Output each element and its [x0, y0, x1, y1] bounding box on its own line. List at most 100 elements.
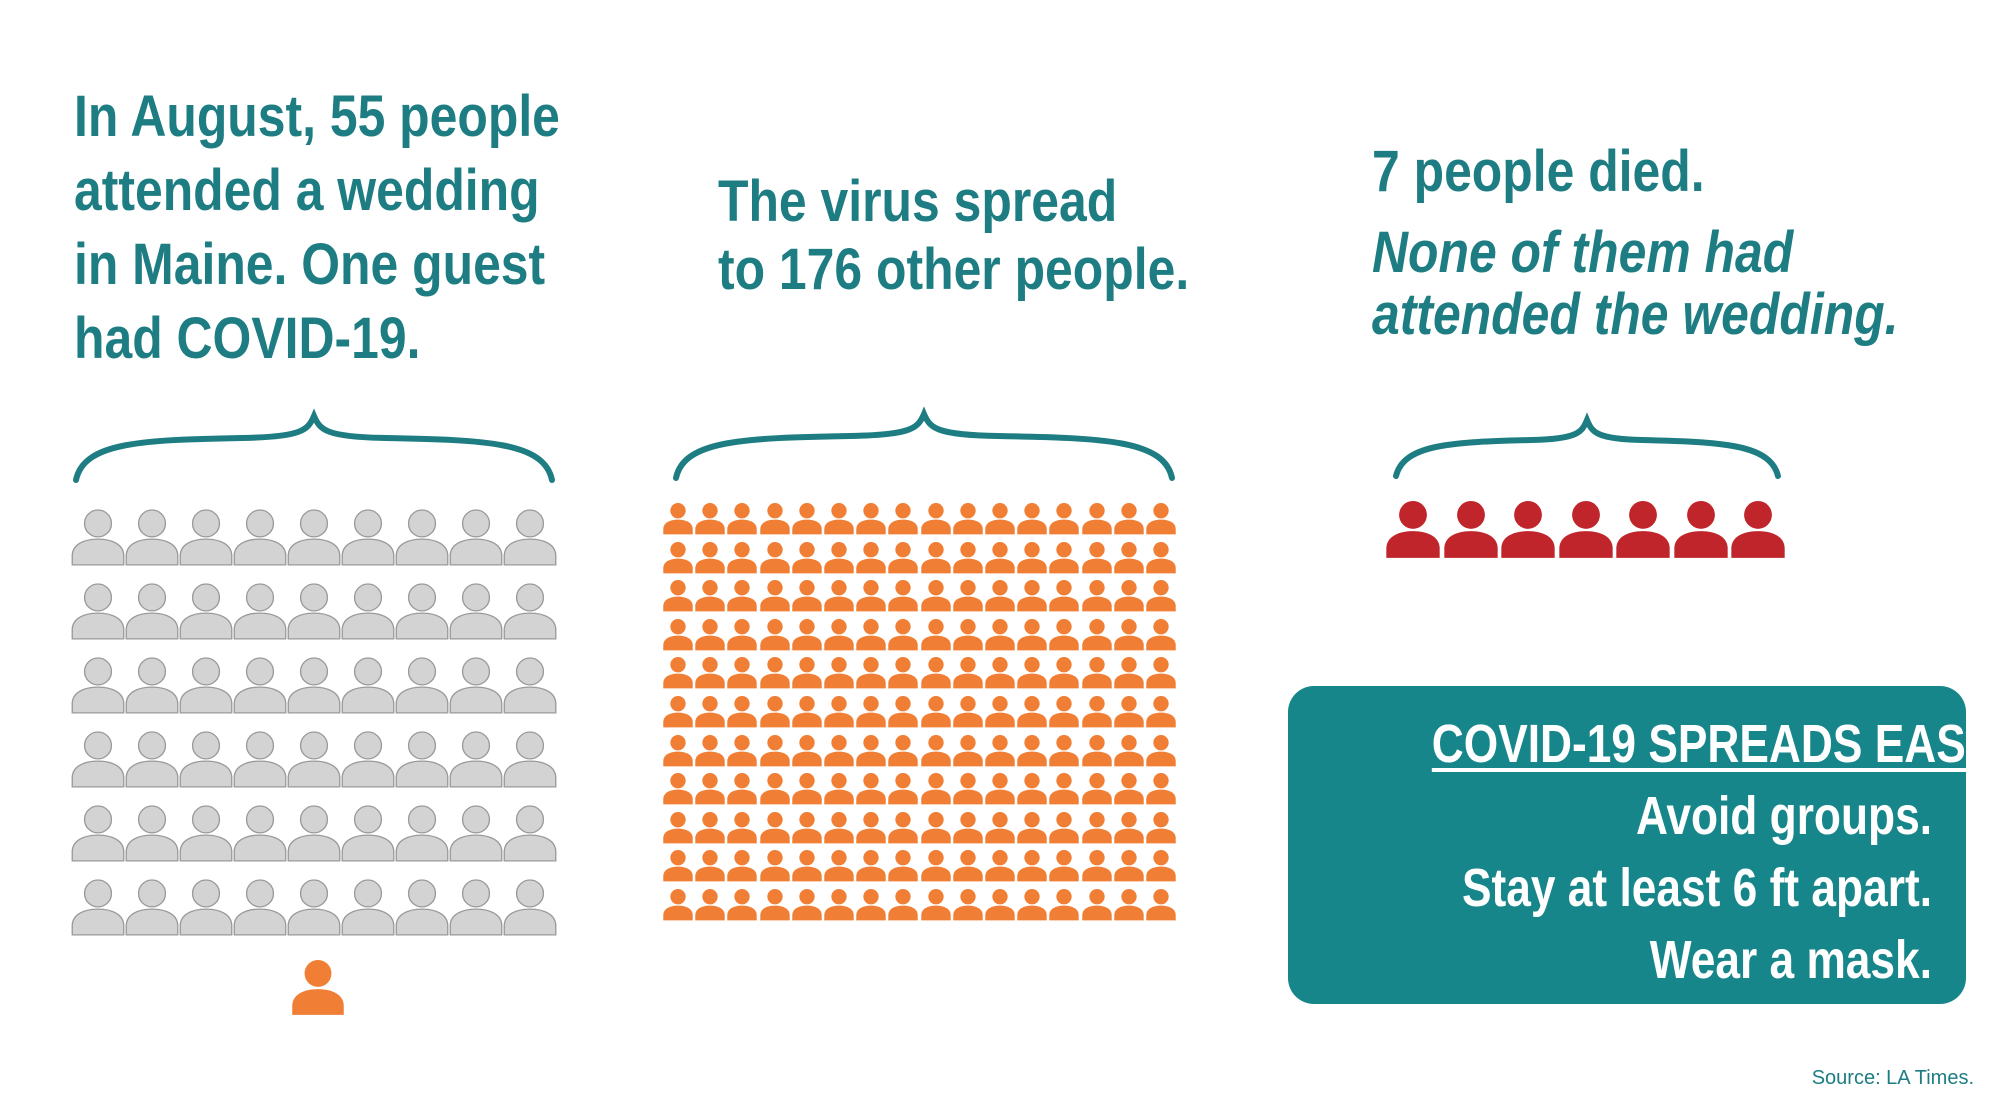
infected-person-icon [856, 811, 886, 844]
infected-person-icon [1017, 580, 1047, 612]
attendee-icon [395, 509, 449, 566]
infected-person-icon [856, 734, 886, 766]
infected-person-icon [1114, 773, 1144, 805]
attendee-icon [395, 657, 449, 714]
infected-person-icon [985, 580, 1015, 612]
attendee-icon [125, 509, 179, 566]
attendee-icon [449, 583, 503, 640]
infected-person-icon [985, 618, 1015, 651]
infected-person-icon [1146, 696, 1176, 728]
infected-person-icon [1114, 850, 1144, 882]
infected-person-icon [920, 618, 951, 651]
infected-guest-icon [292, 960, 344, 1015]
infected-person-icon [824, 773, 854, 805]
right-brace [1393, 412, 1781, 479]
middle-brace [673, 406, 1175, 481]
infected-person-icon [695, 734, 725, 766]
infected-person-icon [727, 811, 758, 844]
infected-person-icon [1017, 618, 1047, 651]
advice-callout: COVID-19 SPREADS EASILY. Avoid groups. S… [1288, 686, 1994, 1004]
infected-person-icon [695, 657, 725, 689]
infected-person-icon [1146, 889, 1176, 921]
infected-person-icon [888, 657, 919, 689]
infected-person-icon [1081, 850, 1112, 882]
wedding-headline-line: In August, 55 people [74, 84, 560, 149]
infected-person-icon [856, 696, 886, 728]
infected-person-icon [856, 889, 886, 921]
infected-person-icon [663, 580, 693, 612]
infected-person-icon [953, 696, 983, 728]
attendee-icon [179, 657, 233, 714]
infected-person-icon [695, 696, 725, 728]
secondary-infections [662, 502, 1180, 954]
spread-headline-line: to 176 other people. [718, 237, 1190, 302]
deceased-person-icon [1443, 501, 1498, 558]
infected-person-icon [1146, 580, 1176, 612]
infected-person-icon [1114, 580, 1144, 612]
infected-person-icon [1017, 657, 1047, 689]
deceased-person-icon [1673, 501, 1728, 558]
infected-person-icon [985, 889, 1015, 921]
infected-person-icon [1146, 541, 1176, 573]
infected-person-icon [759, 580, 790, 612]
infected-person-icon [920, 889, 951, 921]
infected-person-icon [1146, 657, 1176, 689]
infected-person-icon [792, 773, 822, 805]
infected-person-icon [663, 696, 693, 728]
infected-person-icon [695, 503, 725, 535]
infected-person-icon [1081, 503, 1112, 535]
infected-person-icon [1081, 541, 1112, 573]
infected-person-icon [920, 657, 951, 689]
infected-person-icon [663, 734, 693, 766]
attendee-icon [125, 657, 179, 714]
deceased-person-icon [1386, 501, 1440, 558]
attendee-icon [179, 583, 233, 640]
deaths-note-line: attended the wedding. [1372, 282, 1899, 347]
attendee-icon [503, 509, 557, 566]
attendee-icon [341, 509, 395, 566]
attendee-icon [503, 657, 557, 714]
infected-person-icon [663, 618, 693, 651]
infected-person-icon [953, 811, 983, 844]
infected-person-icon [663, 541, 693, 573]
infected-person-icon [1049, 580, 1080, 612]
infected-person-icon [1146, 773, 1176, 805]
infected-person-icon [727, 773, 758, 805]
infected-person-icon [824, 580, 854, 612]
deaths-note: None of them had attended the wedding. [1372, 222, 1899, 347]
infected-person-icon [759, 618, 790, 651]
infected-person-icon [759, 773, 790, 805]
attendee-icon [341, 805, 395, 862]
attendee-icon [395, 731, 449, 788]
infected-person-icon [759, 657, 790, 689]
attendee-icon [395, 583, 449, 640]
infected-person-icon [1114, 734, 1144, 766]
infected-person-icon [953, 657, 983, 689]
infected-person-icon [759, 696, 790, 728]
infected-person-icon [888, 850, 919, 882]
infected-person-icon [856, 773, 886, 805]
spread-headline: The virus spread to 176 other people. [718, 168, 1200, 304]
infected-person-icon [920, 850, 951, 882]
left-brace [73, 408, 555, 483]
infected-person-icon [759, 541, 790, 573]
infected-person-icon [1017, 889, 1047, 921]
infected-person-icon [824, 811, 854, 844]
attendee-icon [341, 657, 395, 714]
infected-person-icon [888, 811, 919, 844]
infected-person-icon [1081, 618, 1112, 651]
attendee-icon [125, 583, 179, 640]
infected-guest [290, 958, 350, 1028]
deaths-headline: 7 people died. None of them had attended… [1372, 138, 1899, 347]
attendee-icon [449, 879, 503, 936]
attendee-icon [71, 879, 125, 936]
infected-person-icon [1017, 850, 1047, 882]
infected-person-icon [888, 889, 919, 921]
infected-person-icon [824, 889, 854, 921]
wedding-headline: In August, 55 people attended a wedding … [74, 80, 560, 376]
wedding-headline-line: had COVID-19. [74, 306, 421, 371]
infected-person-icon [759, 889, 790, 921]
attendee-icon [179, 509, 233, 566]
infected-person-icon [1081, 696, 1112, 728]
infected-person-icon [953, 734, 983, 766]
